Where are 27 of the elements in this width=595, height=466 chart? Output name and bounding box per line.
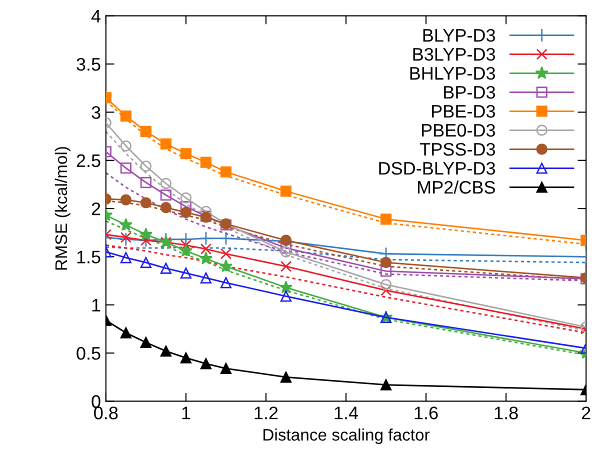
y-tick-label: 3.5: [76, 58, 100, 71]
y-tick-label: 2.5: [76, 154, 100, 168]
legend-label: PBE-D3: [432, 104, 496, 118]
legend-label: BP-D3: [444, 86, 496, 99]
y-tick-label: 1: [92, 299, 100, 312]
y-tick-label: 0: [92, 395, 100, 408]
x-tick-label: 1: [182, 406, 190, 420]
y-tick-label: 4: [91, 10, 101, 22]
legend-label: DSD-BLYP-D3: [379, 162, 496, 175]
x-tick-label: 2: [582, 406, 590, 420]
x-tick-label: 1.6: [414, 406, 438, 420]
x-axis-title: Distance scaling factor: [264, 428, 430, 444]
legend-label: MP2/CBS: [418, 180, 495, 194]
x-tick-label: 0.8: [94, 406, 118, 420]
y-axis-title: RMSE (kcal/mol): [54, 147, 70, 270]
legend-label: TPSS-D3: [420, 142, 496, 156]
x-tick-label: 1.2: [254, 406, 278, 420]
x-tick-label: 1.4: [334, 406, 358, 420]
y-tick-label: 3: [92, 106, 100, 119]
legend-label: PBE0-D3: [422, 124, 496, 137]
x-tick-label: 1.8: [494, 406, 518, 420]
legend-label: BLYP-D3: [423, 28, 496, 42]
y-tick-label: 1.5: [77, 250, 100, 264]
y-tick-label: 0.5: [76, 346, 100, 360]
y-tick-label: 2: [92, 202, 100, 216]
legend-label: B3LYP-D3: [413, 48, 496, 61]
legend-label: BHLYP-D3: [410, 66, 496, 80]
